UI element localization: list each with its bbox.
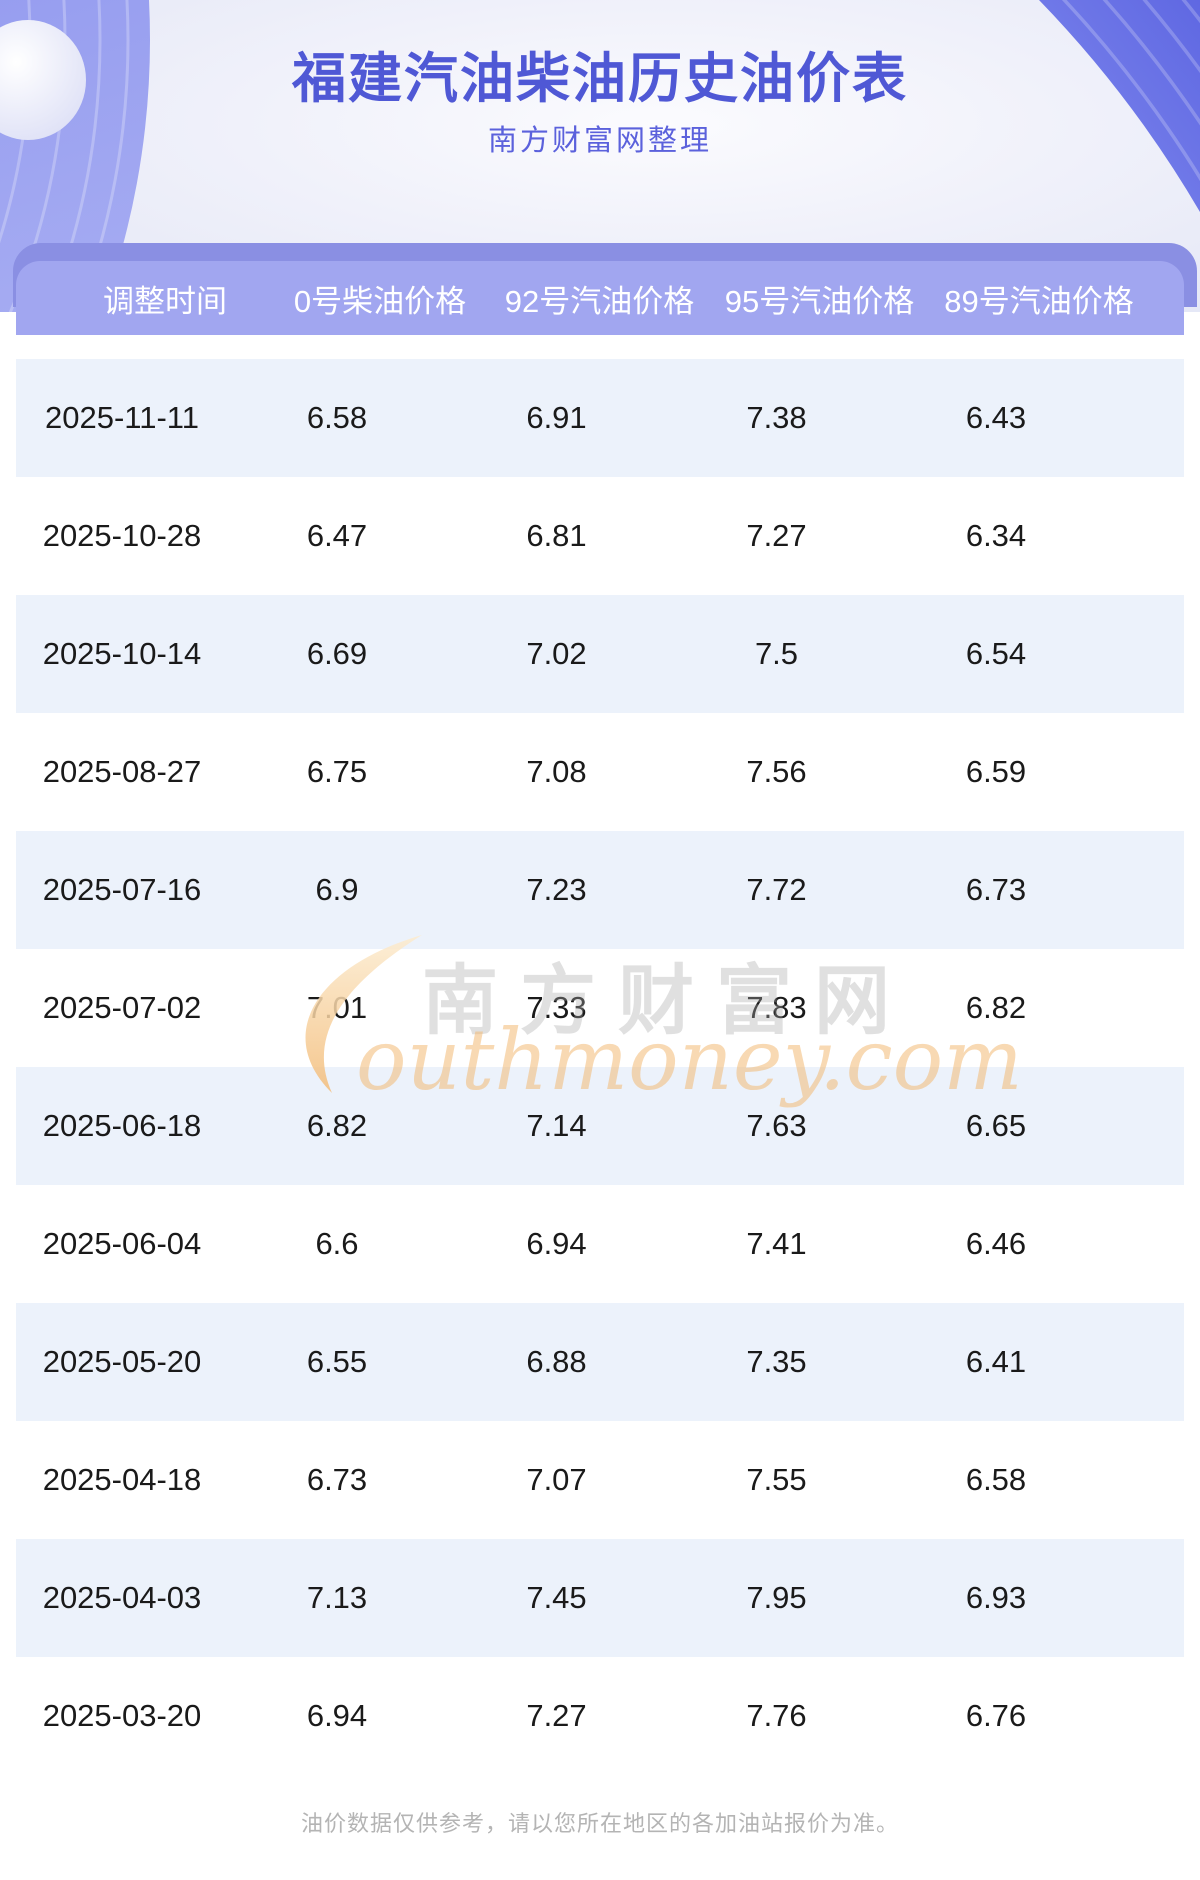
column-header: 95号汽油价格 [724,283,915,319]
date-cell: 2025-06-18 [42,1108,202,1143]
price-cell: 6.55 [306,1344,368,1379]
price-cell: 7.38 [746,400,807,435]
price-cell: 6.94 [306,1698,368,1733]
price-cell: 7.13 [306,1580,368,1615]
column-header: 0号柴油价格 [293,283,467,319]
price-cell: 7.33 [526,990,587,1025]
table-row: 2025-08-27 6.75 7.08 7.56 6.59 [16,713,1184,831]
table-row: 2025-06-18 6.82 7.14 7.63 6.65 [16,1067,1184,1185]
price-cell: 7.14 [526,1108,587,1143]
price-cell: 7.76 [746,1698,807,1733]
price-cell: 6.9 [315,872,359,907]
date-cell: 2025-07-02 [42,990,202,1025]
table-row: 2025-06-04 6.6 6.94 7.41 6.46 [16,1185,1184,1303]
price-cell: 6.58 [965,1462,1027,1497]
date-cell: 2025-04-18 [42,1462,202,1497]
price-cell: 7.07 [526,1462,587,1497]
price-cell: 6.76 [965,1698,1027,1733]
price-cell: 6.46 [965,1226,1027,1261]
price-cell: 6.82 [965,990,1027,1025]
page-subtitle: 南方财富网整理 [487,125,712,157]
table-row: 2025-11-11 6.58 6.91 7.38 6.43 [16,359,1184,477]
table-row: 2025-03-20 6.94 7.27 7.76 6.76 [16,1657,1184,1775]
price-cell: 6.73 [965,872,1027,907]
price-cell: 7.01 [306,990,368,1025]
price-cell: 7.63 [746,1108,807,1143]
price-cell: 6.41 [965,1344,1027,1379]
table-row: 2025-10-28 6.47 6.81 7.27 6.34 [16,477,1184,595]
price-cell: 6.82 [306,1108,368,1143]
column-header: 调整时间 [103,283,227,319]
table-row: 2025-10-14 6.69 7.02 7.5 6.54 [16,595,1184,713]
column-header: 89号汽油价格 [944,283,1134,319]
table-row: 2025-05-20 6.55 6.88 7.35 6.41 [16,1303,1184,1421]
price-cell: 7.55 [746,1462,807,1497]
date-cell: 2025-03-20 [42,1698,202,1733]
price-cell: 7.23 [526,872,587,907]
price-cell: 7.45 [526,1580,587,1615]
price-cell: 6.88 [526,1344,587,1379]
column-header: 92号汽油价格 [504,283,695,319]
page-title: 福建汽油柴油历史油价表 [292,49,908,109]
price-cell: 6.47 [306,518,368,553]
date-cell: 2025-10-28 [42,518,202,553]
price-cell: 6.73 [306,1462,368,1497]
date-cell: 2025-06-04 [42,1226,202,1261]
date-cell: 2025-04-03 [42,1580,202,1615]
table-header-row: 调整时间 0号柴油价格 92号汽油价格 95号汽油价格 89号汽油价格 [16,261,1184,335]
price-cell: 7.27 [526,1698,587,1733]
price-cell: 6.34 [965,518,1027,553]
price-cell: 7.41 [746,1226,807,1261]
price-cell: 6.75 [306,754,368,789]
date-cell: 2025-05-20 [42,1344,202,1379]
price-cell: 7.5 [754,636,799,671]
banner-decoration [0,0,1200,312]
date-cell: 2025-11-11 [45,400,199,435]
price-cell: 7.27 [746,518,807,553]
price-cell: 6.69 [306,636,368,671]
right-arc-corner [1039,0,1200,212]
price-cell: 7.35 [746,1344,807,1379]
price-cell: 7.83 [746,990,807,1025]
footer-disclaimer: 油价数据仅供参考，请以您所在地区的各加油站报价为准。 [300,1811,899,1836]
price-cell: 6.93 [965,1580,1027,1615]
banner-circle [0,20,86,140]
price-cell: 7.95 [746,1580,807,1615]
price-cell: 6.43 [965,400,1027,435]
table-row: 2025-07-16 6.9 7.23 7.72 6.73 [16,831,1184,949]
price-cell: 6.58 [306,400,368,435]
table-row: 2025-04-18 6.73 7.07 7.55 6.58 [16,1421,1184,1539]
price-cell: 7.02 [526,636,587,671]
price-cell: 6.91 [526,400,587,435]
table-row: 2025-04-03 7.13 7.45 7.95 6.93 [16,1539,1184,1657]
price-cell: 6.65 [965,1108,1027,1143]
table-row: 2025-07-02 7.01 7.33 7.83 6.82 [16,949,1184,1067]
price-cell: 6.94 [526,1226,587,1261]
date-cell: 2025-10-14 [42,636,202,671]
price-cell: 7.56 [746,754,807,789]
price-cell: 6.59 [965,754,1027,789]
price-cell: 7.08 [526,754,587,789]
price-cell: 7.72 [746,872,807,907]
date-cell: 2025-08-27 [42,754,202,789]
price-cell: 6.54 [965,636,1027,671]
price-cell: 6.6 [315,1226,359,1261]
table-body: 2025-11-11 6.58 6.91 7.38 6.43 2025-10-28 6.47… [16,359,1184,1775]
date-cell: 2025-07-16 [42,872,202,907]
price-cell: 6.81 [526,518,587,553]
